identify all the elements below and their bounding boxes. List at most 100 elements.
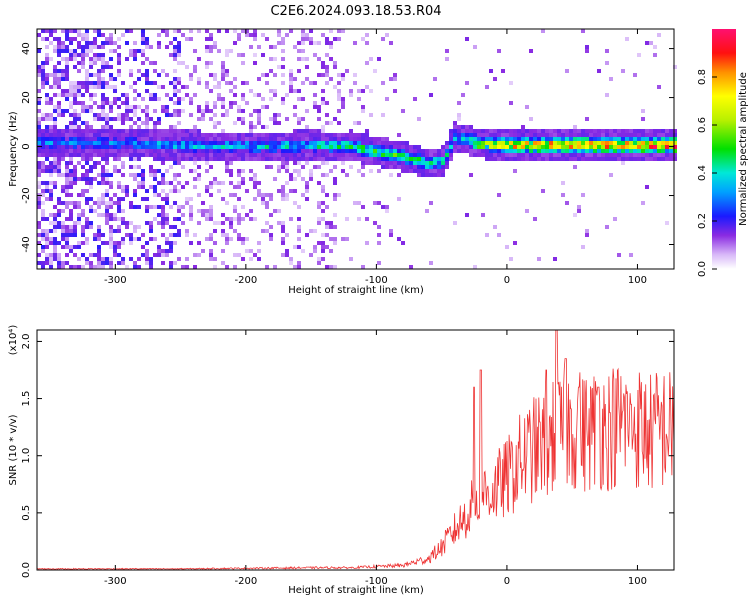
- spectrogram-cell: [65, 57, 69, 61]
- spectrogram-cell: [157, 213, 161, 217]
- spectrogram-cell: [149, 117, 153, 121]
- spectrogram-cell: [345, 157, 349, 161]
- spectrogram-cell: [41, 245, 45, 249]
- spectrogram-cell: [53, 109, 57, 113]
- spectrogram-cell: [333, 117, 337, 121]
- spectrogram-cell: [605, 153, 609, 157]
- spectrogram-cell: [341, 97, 345, 101]
- spectrogram-cell: [49, 141, 53, 145]
- spectrogram-cell: [465, 149, 469, 153]
- spectrogram-cell: [61, 57, 65, 61]
- spectrogram-cell: [361, 137, 365, 141]
- spectrogram-cell: [569, 157, 573, 161]
- spectrogram-cell: [281, 237, 285, 241]
- spectrogram-cell: [165, 33, 169, 37]
- spectrogram-cell: [373, 157, 377, 161]
- spectrogram-cell: [401, 149, 405, 153]
- spectrogram-cell: [185, 233, 189, 237]
- spectrogram-cell: [253, 217, 257, 221]
- spectrogram-cell: [585, 133, 589, 137]
- spectrogram-cell: [141, 177, 145, 181]
- spectrogram-cell: [85, 217, 89, 221]
- spectrogram-cell: [69, 217, 73, 221]
- spectrogram-cell: [281, 81, 285, 85]
- spectrogram-cell: [197, 193, 201, 197]
- spectrogram-cell: [65, 181, 69, 185]
- spectrogram-cell: [221, 249, 225, 253]
- spectrogram-cell: [265, 229, 269, 233]
- spectrogram-cell: [273, 117, 277, 121]
- spectrogram-cell: [141, 185, 145, 189]
- spectrogram-cell: [293, 201, 297, 205]
- spectrogram-cell: [609, 129, 613, 133]
- spectrogram-cell: [209, 73, 213, 77]
- spectrogram-cell: [109, 149, 113, 153]
- spectrogram-cell: [597, 153, 601, 157]
- spectrogram-cell: [473, 45, 477, 49]
- spectrogram-cell: [77, 137, 81, 141]
- spectrogram-cell: [417, 153, 421, 157]
- spectrogram-cell: [581, 245, 585, 249]
- snr-x-tick-label: 0: [504, 576, 510, 587]
- spectrogram-cell: [481, 141, 485, 145]
- spectrogram-cell: [497, 129, 501, 133]
- spectrogram-cell: [109, 105, 113, 109]
- spectrogram-cell: [281, 145, 285, 149]
- spectrogram-cell: [137, 237, 141, 241]
- spectrogram-cell: [285, 253, 289, 257]
- spectrogram-cell: [121, 81, 125, 85]
- spectrogram-cell: [381, 157, 385, 161]
- spectrogram-cell: [161, 177, 165, 181]
- spectrogram-cell: [525, 137, 529, 141]
- spectrogram-cell: [641, 129, 645, 133]
- spectrogram-cell: [189, 205, 193, 209]
- spectrogram-cell: [317, 41, 321, 45]
- spectrogram-cell: [585, 45, 589, 49]
- spectrogram-cell: [617, 129, 621, 133]
- spectrogram-cell: [377, 261, 381, 265]
- spectrogram-cell: [145, 261, 149, 265]
- spectrogram-cell: [65, 29, 69, 33]
- spectrogram-cell: [445, 49, 449, 53]
- spectrogram-cell: [101, 141, 105, 145]
- spectrogram-cell: [297, 97, 301, 101]
- spectrogram-cell: [69, 181, 73, 185]
- spectrogram-cell: [117, 137, 121, 141]
- spectrogram-cell: [545, 141, 549, 145]
- spectrogram-cell: [73, 109, 77, 113]
- spectrogram-cell: [69, 233, 73, 237]
- spectrogram-cell: [297, 41, 301, 45]
- spectrogram-cell: [129, 205, 133, 209]
- spectrogram-cell: [201, 201, 205, 205]
- spectrogram-cell: [53, 37, 57, 41]
- spectrogram-cell: [281, 149, 285, 153]
- spectrogram-cell: [357, 169, 361, 173]
- spectrogram-cell: [653, 45, 657, 49]
- spectrogram-cell: [297, 169, 301, 173]
- colorbar: 0.00.20.40.60.8 Normalized spectral ampl…: [697, 29, 749, 277]
- spectrogram-cell: [113, 137, 117, 141]
- spectrogram-cell: [125, 113, 129, 117]
- spectrogram-cell: [53, 153, 57, 157]
- spectrogram-cell: [93, 265, 97, 269]
- spectrogram-cell: [277, 145, 281, 149]
- spectrogram-cell: [49, 265, 53, 269]
- spectrogram-cell: [397, 141, 401, 145]
- spectrogram-cell: [101, 197, 105, 201]
- spectrogram-cell: [225, 241, 229, 245]
- spectrogram-cell: [569, 153, 573, 157]
- spectrogram-cell: [357, 217, 361, 221]
- spectrogram-cell: [93, 141, 97, 145]
- spectrogram-cell: [37, 261, 41, 265]
- spectrogram-cell: [53, 133, 57, 137]
- spectrogram-cell: [593, 153, 597, 157]
- spectrogram-cell: [141, 109, 145, 113]
- spectrogram-cell: [41, 117, 45, 121]
- spectrogram-cell: [385, 161, 389, 165]
- spectrogram-cell: [221, 73, 225, 77]
- spectrogram-cell: [129, 117, 133, 121]
- spectrogram-cell: [189, 157, 193, 161]
- spectrogram-cell: [361, 133, 365, 137]
- spectrogram-cell: [157, 221, 161, 225]
- spectrogram-cell: [73, 97, 77, 101]
